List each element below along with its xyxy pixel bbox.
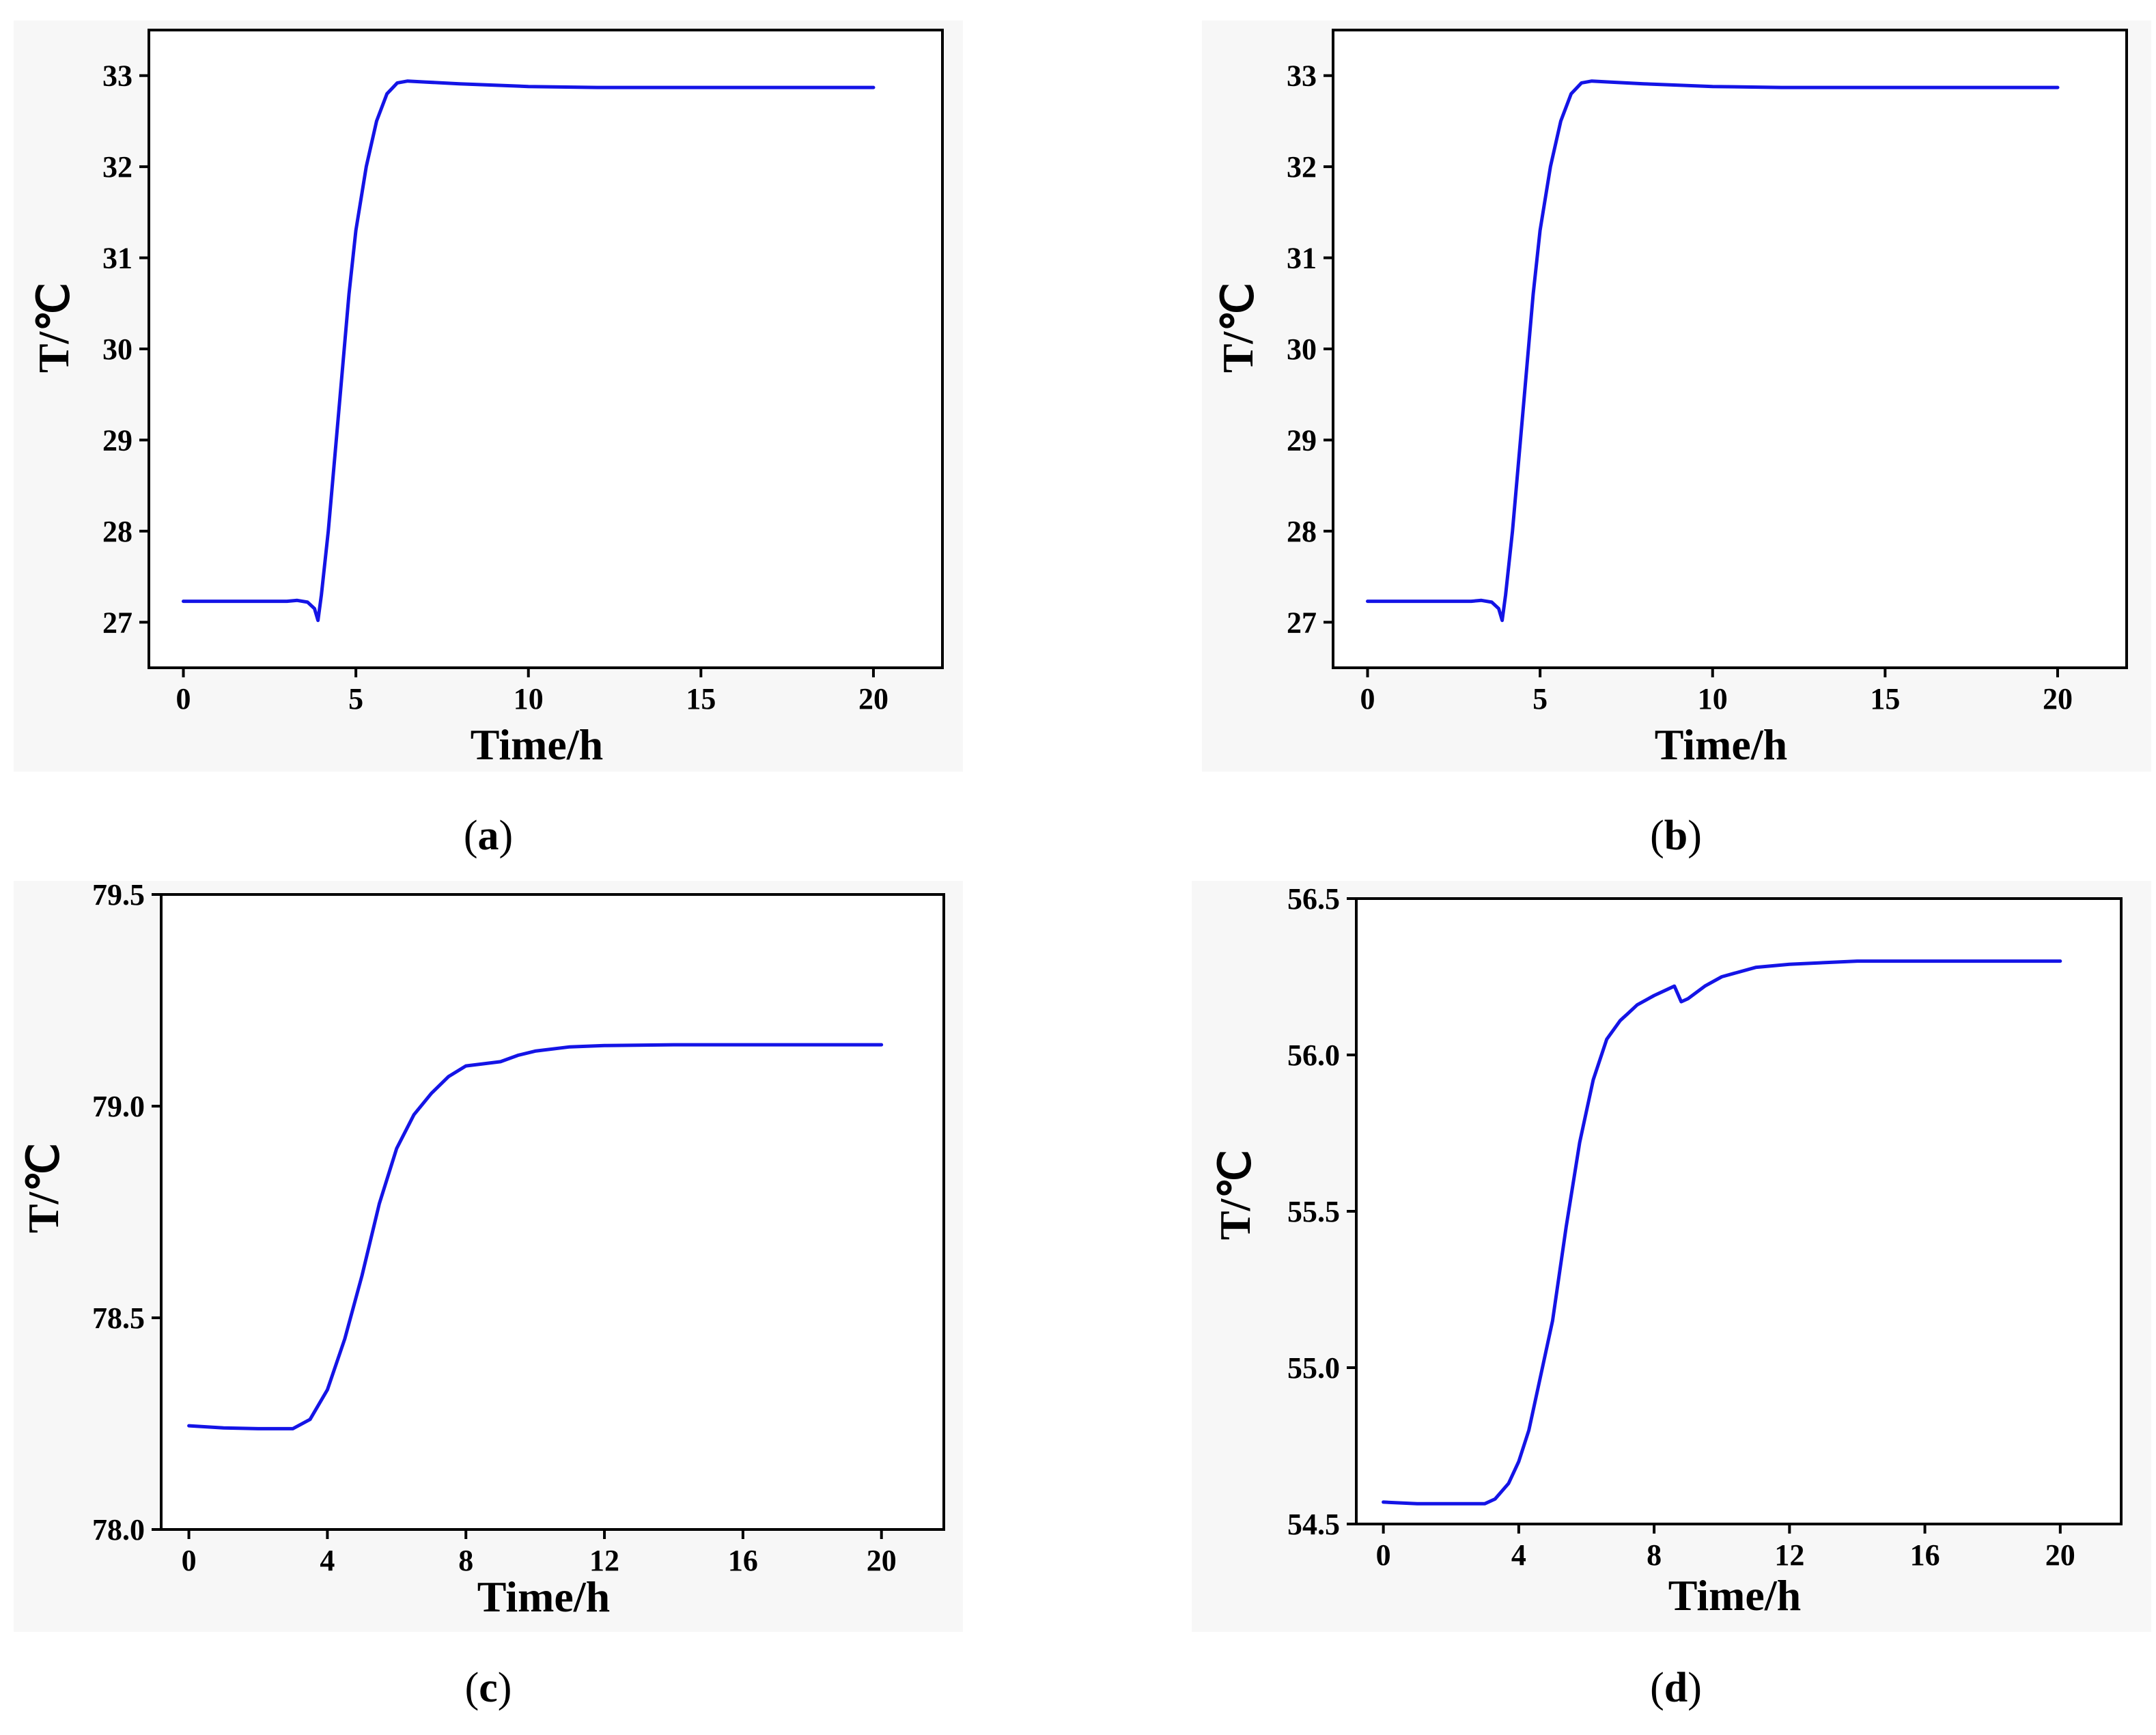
y-tick-label: 31	[102, 242, 132, 275]
x-tick-label: 4	[1511, 1538, 1526, 1572]
caption-letter: c	[479, 1665, 498, 1711]
panel-caption: (a)	[464, 813, 513, 859]
y-tick-label: 29	[1287, 423, 1317, 457]
x-tick-label: 5	[1532, 682, 1548, 716]
panel-d: 0 4 8 12 16 20 54.5 55.0 55.5 56.0 56.5 Time/h T/℃…	[1192, 881, 2151, 1711]
x-tick-label: 16	[1910, 1538, 1940, 1572]
y-tick-label: 32	[102, 150, 132, 184]
panel-caption: (b)	[1650, 813, 1702, 859]
y-tick-label: 56.0	[1287, 1039, 1340, 1072]
y-axis-title: T/℃	[19, 1143, 68, 1233]
x-tick-label: 0	[1376, 1538, 1391, 1572]
x-tick-label: 8	[1647, 1538, 1662, 1572]
x-tick-label: 10	[514, 682, 544, 716]
y-tick-label: 30	[1287, 333, 1317, 366]
caption-letter: a	[478, 813, 499, 859]
panel-a: 0 5 10 15 20 27 28 29 30 31 32 33 Time/h T/℃ (a)	[14, 20, 963, 859]
y-tick-label: 31	[1287, 242, 1317, 275]
y-tick-label: 79.0	[92, 1090, 145, 1123]
x-tick-label: 0	[176, 682, 191, 716]
y-tick-label: 27	[102, 606, 132, 639]
x-tick-label: 10	[1698, 682, 1728, 716]
plot-frame	[1332, 29, 2128, 669]
series-line-t	[1366, 79, 2060, 623]
caption-letter: b	[1664, 813, 1688, 859]
y-tick-label: 27	[1287, 606, 1317, 639]
y-axis-title: T/℃	[1214, 283, 1262, 373]
y-tick-label: 28	[1287, 515, 1317, 548]
y-tick-label: 30	[102, 333, 132, 366]
caption-letter: d	[1664, 1665, 1688, 1711]
y-tick-label: 29	[102, 423, 132, 457]
y-tick-label: 78.0	[92, 1513, 145, 1547]
x-tick-label: 0	[182, 1544, 197, 1577]
x-tick-label: 12	[589, 1544, 619, 1577]
panel-b: 0 5 10 15 20 27 28 29 30 31 32 33 Time/h T/℃ (b)	[1202, 20, 2151, 859]
x-tick-label: 16	[728, 1544, 758, 1577]
y-tick-label: 54.5	[1287, 1508, 1340, 1541]
x-tick-label: 12	[1774, 1538, 1804, 1572]
x-tick-label: 5	[348, 682, 363, 716]
y-tick-label: 33	[102, 59, 132, 93]
x-tick-label: 0	[1360, 682, 1375, 716]
x-tick-label: 20	[2043, 682, 2073, 716]
x-tick-label: 8	[458, 1544, 473, 1577]
y-tick-label: 56.5	[1287, 882, 1340, 916]
x-tick-label: 15	[1870, 682, 1900, 716]
y-tick-label: 78.5	[92, 1301, 145, 1335]
y-axis-title: T/℃	[29, 283, 78, 373]
series-line-t	[1382, 959, 2062, 1506]
panel-caption: (d)	[1650, 1665, 1702, 1711]
panel-caption: (c)	[465, 1665, 512, 1711]
x-axis-title: Time/h	[471, 720, 603, 769]
x-tick-label: 20	[2045, 1538, 2075, 1572]
x-axis-title: Time/h	[1655, 720, 1787, 769]
x-tick-label: 20	[858, 682, 888, 716]
x-tick-label: 4	[320, 1544, 335, 1577]
series-line-t	[187, 1043, 884, 1430]
y-axis-title: T/℃	[1211, 1150, 1259, 1240]
plot-frame	[148, 29, 944, 669]
plot-frame	[1355, 897, 2123, 1525]
y-tick-label: 32	[1287, 150, 1317, 184]
y-tick-label: 55.5	[1287, 1195, 1340, 1228]
y-tick-label: 79.5	[92, 878, 145, 912]
x-tick-label: 20	[867, 1544, 897, 1577]
plot-frame	[160, 893, 945, 1531]
y-tick-label: 55.0	[1287, 1351, 1340, 1385]
x-tick-label: 15	[686, 682, 716, 716]
x-axis-title: Time/h	[1668, 1571, 1801, 1620]
y-tick-label: 33	[1287, 59, 1317, 93]
panel-c: 0 4 8 12 16 20 78.0 78.5 79.0 79.5 Time/h T/℃ (c)	[14, 878, 963, 1711]
x-axis-title: Time/h	[477, 1572, 610, 1621]
series-line-t	[182, 79, 876, 623]
y-tick-label: 28	[102, 515, 132, 548]
